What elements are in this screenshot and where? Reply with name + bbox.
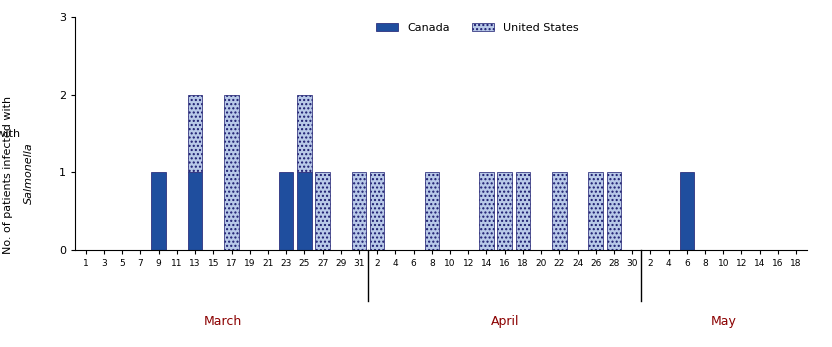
Bar <box>315 172 329 250</box>
Bar <box>516 172 530 250</box>
Text: No. of patients infected with: No. of patients infected with <box>0 129 23 138</box>
Bar <box>151 172 166 250</box>
Text: March: March <box>203 315 241 328</box>
Text: April: April <box>490 315 519 328</box>
Bar <box>188 95 202 172</box>
Legend: Canada, United States: Canada, United States <box>372 18 583 37</box>
Bar <box>680 172 694 250</box>
Text: No. of patients infected with: No. of patients infected with <box>3 93 13 254</box>
Bar <box>479 172 493 250</box>
Bar <box>297 95 312 172</box>
Bar <box>552 172 567 250</box>
Bar <box>498 172 512 250</box>
Bar <box>607 172 622 250</box>
Bar <box>225 95 239 250</box>
Bar <box>424 172 439 250</box>
Bar <box>188 172 202 250</box>
Bar <box>588 172 603 250</box>
Bar <box>279 172 294 250</box>
Text: Salmonella: Salmonella <box>24 143 34 204</box>
Bar <box>352 172 366 250</box>
Text: May: May <box>711 315 736 328</box>
Bar <box>297 172 312 250</box>
Bar <box>370 172 384 250</box>
